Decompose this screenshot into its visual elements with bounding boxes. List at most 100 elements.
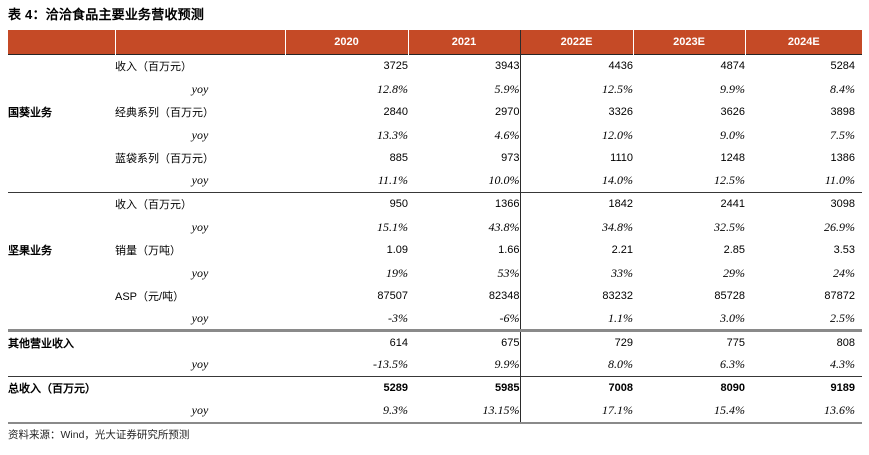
value-cell: 3943	[495, 60, 520, 73]
metric-cell: yoy	[191, 403, 209, 417]
value-cell: 973	[501, 152, 520, 164]
metric-cell: yoy	[191, 81, 209, 96]
value-cell: 3326	[519, 100, 633, 124]
value-cell: 8.4%	[830, 81, 855, 96]
value-cell: 2.5%	[830, 310, 855, 325]
table-row: yoy 13.3% 4.6% 12.0% 9.0% 7.5%	[8, 123, 862, 147]
value-cell: 12.5%	[519, 77, 633, 101]
metric-cell: 销量（万吨）	[115, 245, 181, 257]
table-row: yoy 12.8% 5.9% 12.5% 9.9% 8.4%	[8, 77, 862, 101]
value-cell: 11.0%	[824, 173, 855, 188]
metric-cell	[115, 377, 285, 400]
table-row: yoy -13.5% 9.9% 8.0% 6.3% 4.3%	[8, 353, 862, 377]
value-cell: 82348	[488, 290, 520, 302]
table-row: 坚果业务 销量（万吨） 1.09 1.66 2.21 2.85 3.53	[8, 238, 862, 262]
value-cell: 3098	[830, 198, 855, 211]
metric-cell: yoy	[191, 173, 209, 188]
value-cell: 29%	[723, 265, 745, 280]
value-cell: 24%	[833, 265, 855, 280]
table-row: ASP（元/吨） 87507 82348 83232 85728 87872	[8, 284, 862, 308]
value-cell: 729	[519, 330, 633, 354]
value-cell: 15.1%	[377, 219, 408, 234]
value-cell: 6.3%	[720, 357, 745, 372]
table-row: 收入（百万元） 3725 3943 4436 4874 5284	[8, 54, 862, 78]
value-cell: 3626	[720, 106, 745, 118]
value-cell: 3.0%	[720, 310, 745, 325]
source-note: 资料来源：Wind，光大证券研究所预测	[8, 429, 190, 441]
value-cell: 5284	[830, 60, 855, 73]
value-cell: 85728	[714, 290, 745, 302]
value-cell: 2.85	[723, 244, 745, 256]
column-header-year: 2022E	[519, 30, 633, 55]
value-cell: 43.8%	[488, 219, 520, 234]
table-row: yoy 19% 53% 33% 29% 24%	[8, 261, 862, 285]
table-row: 国葵业务 经典系列（百万元） 2840 2970 3326 3626 3898	[8, 100, 862, 124]
revenue-forecast-table: 2020 2021 2022E 2023E 2024E 收入（百万元） 3725…	[8, 30, 862, 424]
column-header-metric	[114, 30, 285, 55]
value-cell: 885	[389, 152, 408, 164]
value-cell: 675	[501, 336, 520, 349]
value-cell: 83232	[519, 284, 633, 308]
value-cell: 3725	[383, 60, 408, 73]
metric-cell: yoy	[191, 219, 209, 234]
metric-cell: yoy	[191, 127, 209, 142]
table-title: 表 4：洽洽食品主要业务营收预测	[8, 7, 205, 22]
value-cell: 9189	[830, 382, 855, 395]
value-cell: 2840	[383, 106, 408, 118]
table-row: 总收入（百万元） 5289 5985 7008 8090 9189	[8, 376, 862, 400]
column-header-group	[8, 30, 115, 55]
metric-cell: yoy	[191, 265, 209, 280]
group-cell	[8, 262, 115, 285]
group-cell	[8, 193, 115, 216]
value-cell: 1366	[495, 198, 520, 211]
group-cell: 总收入（百万元）	[8, 383, 96, 396]
value-cell: 808	[836, 336, 855, 349]
table-row: 收入（百万元） 950 1366 1842 2441 3098	[8, 192, 862, 216]
table-row: 其他营业收入 614 675 729 775 808	[8, 330, 862, 354]
group-cell: 国葵业务	[8, 107, 52, 119]
value-cell: 950	[389, 198, 408, 211]
group-cell	[8, 78, 115, 101]
value-cell: 12.0%	[519, 123, 633, 147]
metric-cell: ASP（元/吨）	[115, 291, 185, 303]
value-cell: 2.21	[519, 238, 633, 262]
value-cell: 9.9%	[720, 81, 745, 96]
value-cell: 87872	[824, 290, 855, 302]
value-cell: 9.0%	[720, 127, 745, 142]
value-cell: 4436	[519, 54, 633, 78]
value-cell: 34.8%	[519, 215, 633, 239]
table-row: yoy 15.1% 43.8% 34.8% 32.5% 26.9%	[8, 215, 862, 239]
value-cell: 8.0%	[519, 353, 633, 377]
value-cell: 8090	[720, 382, 745, 395]
value-cell: 775	[726, 336, 745, 349]
value-cell: 1386	[830, 152, 855, 164]
value-cell: 5985	[495, 382, 520, 395]
value-cell: 15.4%	[714, 403, 745, 417]
header-row: 2020 2021 2022E 2023E 2024E	[8, 30, 862, 55]
group-cell	[8, 285, 115, 308]
value-cell: 14.0%	[519, 169, 633, 193]
group-cell	[8, 354, 115, 377]
value-cell: 7.5%	[830, 127, 855, 142]
value-cell: 13.3%	[377, 127, 408, 142]
value-cell: 1.09	[386, 244, 408, 256]
table-row: yoy 9.3% 13.15% 17.1% 15.4% 13.6%	[8, 399, 862, 423]
group-cell	[8, 400, 115, 423]
value-cell: 1.66	[498, 244, 520, 256]
metric-cell: yoy	[191, 310, 209, 325]
group-cell	[8, 124, 115, 147]
group-cell	[8, 55, 115, 78]
value-cell: 11.1%	[377, 173, 408, 188]
column-header-year: 2020	[284, 30, 408, 55]
column-header-year: 2023E	[632, 30, 745, 55]
value-cell: 12.8%	[377, 81, 408, 96]
value-cell: 1110	[519, 146, 633, 170]
value-cell: 9.9%	[494, 357, 520, 372]
value-cell: 32.5%	[714, 219, 745, 234]
group-cell	[8, 308, 115, 331]
value-cell: 2970	[495, 106, 520, 118]
column-header-year: 2021	[407, 30, 520, 55]
group-cell	[8, 170, 115, 193]
value-cell: 1842	[519, 192, 633, 216]
